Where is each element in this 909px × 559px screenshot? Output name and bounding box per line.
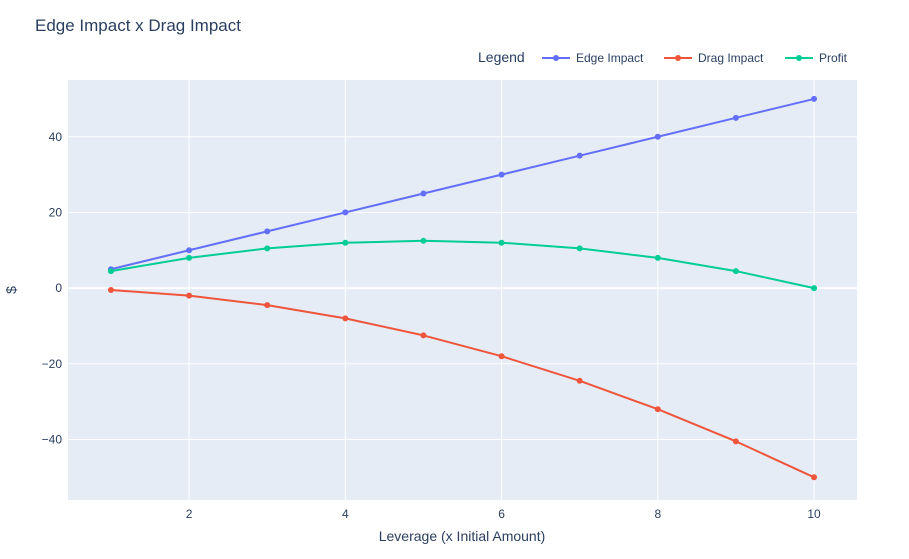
- legend-item-edge-impact[interactable]: Edge Impact: [542, 51, 644, 65]
- data-point-profit[interactable]: [342, 239, 349, 246]
- x-tick-label: 10: [807, 507, 821, 521]
- data-point-drag-impact[interactable]: [576, 377, 583, 384]
- data-point-profit[interactable]: [576, 245, 583, 252]
- legend-item-profit[interactable]: Profit: [785, 51, 848, 65]
- data-point-profit[interactable]: [107, 268, 114, 275]
- legend-title: Legend: [478, 49, 525, 65]
- y-tick-label: −40: [42, 432, 63, 446]
- plot-area: [68, 80, 857, 500]
- x-tick-label: 4: [342, 507, 349, 521]
- series-profit: [107, 237, 818, 292]
- data-point-edge-impact[interactable]: [732, 114, 739, 121]
- data-point-profit[interactable]: [186, 254, 193, 261]
- legend-label: Drag Impact: [698, 51, 764, 65]
- data-point-edge-impact[interactable]: [576, 152, 583, 159]
- data-point-profit[interactable]: [732, 268, 739, 275]
- y-tick-label: −20: [42, 357, 63, 371]
- data-point-edge-impact[interactable]: [264, 228, 271, 235]
- data-point-profit[interactable]: [420, 237, 427, 244]
- data-point-drag-impact[interactable]: [654, 406, 661, 413]
- x-tick-label: 8: [654, 507, 661, 521]
- series-line-profit: [110, 239, 815, 290]
- data-point-edge-impact[interactable]: [186, 247, 193, 254]
- data-point-edge-impact[interactable]: [420, 190, 427, 197]
- legend-item-drag-impact[interactable]: Drag Impact: [664, 51, 764, 65]
- legend: Legend Edge Impact Drag Impact Profit: [478, 49, 848, 65]
- legend-label: Profit: [819, 51, 848, 65]
- y-axis-label: $: [3, 286, 19, 294]
- data-point-profit[interactable]: [498, 239, 505, 246]
- y-gridlines: [68, 136, 857, 440]
- y-tick-label: 20: [49, 205, 63, 219]
- data-point-drag-impact[interactable]: [498, 353, 505, 360]
- x-tick-label: 6: [498, 507, 505, 521]
- data-point-edge-impact[interactable]: [654, 133, 661, 140]
- chart-title: Edge Impact x Drag Impact: [35, 16, 241, 35]
- series-line-drag-impact: [110, 289, 815, 479]
- legend-label: Edge Impact: [576, 51, 644, 65]
- data-point-drag-impact[interactable]: [811, 474, 818, 481]
- x-tick-label: 2: [186, 507, 193, 521]
- data-point-edge-impact[interactable]: [342, 209, 349, 216]
- y-tick-label: 40: [49, 130, 63, 144]
- data-point-drag-impact[interactable]: [186, 292, 193, 299]
- series-layer: [107, 95, 818, 481]
- data-point-profit[interactable]: [654, 254, 661, 261]
- data-point-drag-impact[interactable]: [342, 315, 349, 322]
- series-edge-impact: [107, 95, 818, 273]
- x-tick-labels: 2 4 6 8 10: [186, 507, 821, 521]
- x-axis-label: Leverage (x Initial Amount): [379, 528, 546, 544]
- y-tick-label: 0: [55, 281, 62, 295]
- data-point-drag-impact[interactable]: [732, 438, 739, 445]
- x-gridlines: [188, 80, 815, 500]
- data-point-edge-impact[interactable]: [498, 171, 505, 178]
- series-line-edge-impact: [110, 97, 815, 271]
- data-point-profit[interactable]: [264, 245, 271, 252]
- y-tick-labels: −40 −20 0 20 40: [42, 130, 63, 447]
- legend-swatch-marker: [553, 55, 559, 61]
- legend-swatch-marker: [796, 55, 802, 61]
- data-point-drag-impact[interactable]: [264, 302, 271, 309]
- data-point-edge-impact[interactable]: [811, 95, 818, 102]
- series-drag-impact: [107, 287, 818, 481]
- data-point-drag-impact[interactable]: [107, 287, 114, 293]
- data-point-profit[interactable]: [811, 285, 818, 292]
- data-point-drag-impact[interactable]: [420, 332, 427, 339]
- legend-swatch-marker: [675, 55, 681, 61]
